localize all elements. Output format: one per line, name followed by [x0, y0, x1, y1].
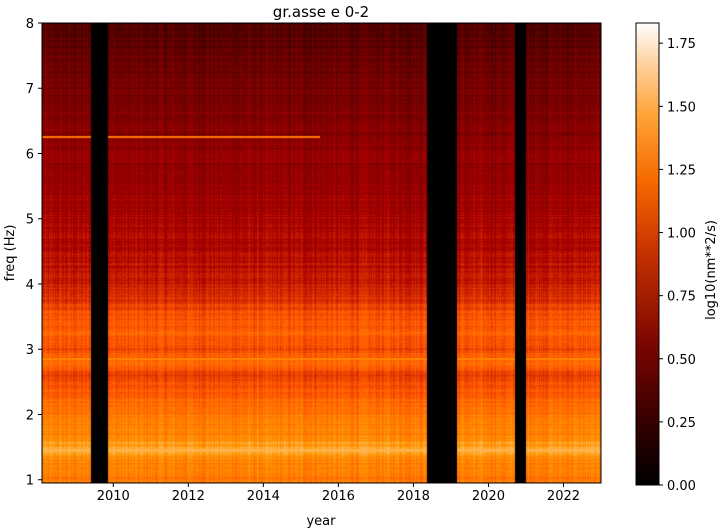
x-tick-label: 2018 — [397, 489, 430, 504]
colorbar-tick-label: 0.50 — [667, 353, 696, 368]
x-tick-label: 2010 — [97, 489, 130, 504]
x-tick-label: 2020 — [472, 489, 505, 504]
y-tick-label: 7 — [26, 82, 34, 97]
plot-area — [41, 22, 602, 484]
y-tick-label: 1 — [26, 474, 34, 489]
colorbar: 0.00 0.25 0.50 0.75 1.00 1.25 1.50 1.75 log10(n… — [635, 22, 719, 494]
x-tick-label: 2016 — [322, 489, 355, 504]
y-axis-label: freq (Hz) — [3, 225, 18, 282]
x-axis-label: year — [306, 514, 336, 529]
colorbar-tick-label: 1.00 — [667, 227, 696, 242]
x-axis: 2010 2012 2014 2016 2018 2020 2022 — [97, 483, 580, 504]
colorbar-tick-label: 0.75 — [667, 290, 696, 305]
y-tick-label: 6 — [26, 147, 34, 162]
y-tick-label: 2 — [26, 408, 34, 423]
y-tick-label: 8 — [26, 17, 34, 32]
heatmap-image — [42, 23, 601, 483]
colorbar-tick-label: 1.75 — [667, 37, 696, 52]
colorbar-tick-label: 1.50 — [667, 100, 696, 115]
y-tick-label: 5 — [26, 213, 34, 228]
colorbar-tick-label: 0.00 — [667, 479, 696, 494]
y-tick-label: 3 — [26, 343, 34, 358]
colorbar-gradient — [635, 22, 660, 486]
colorbar-tick-label: 0.25 — [667, 416, 696, 431]
y-tick-label: 4 — [26, 278, 34, 293]
x-tick-label: 2012 — [172, 489, 205, 504]
x-tick-label: 2014 — [247, 489, 280, 504]
colorbar-tick-label: 1.25 — [667, 163, 696, 178]
colorbar-ticks: 0.00 0.25 0.50 0.75 1.00 1.25 1.50 1.75 — [659, 37, 696, 494]
colorbar-label: log10(nm**2/s) — [704, 220, 719, 320]
chart-title: gr.asse e 0-2 — [273, 3, 369, 21]
y-axis: 1 2 3 4 5 6 7 8 — [26, 17, 42, 489]
x-tick-label: 2022 — [547, 489, 580, 504]
plot-frame — [41, 22, 602, 484]
